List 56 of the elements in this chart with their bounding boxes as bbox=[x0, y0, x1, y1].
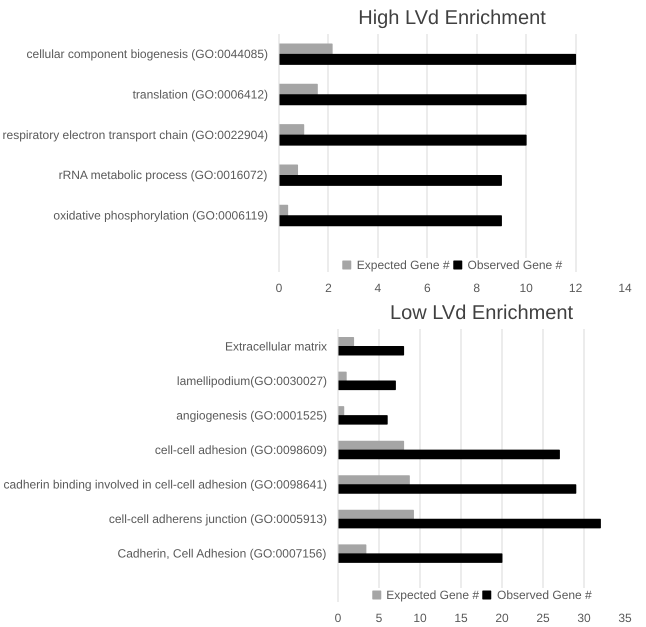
y-tick-label: cadherin binding involved in cell-cell adhesion (GO:0098641) bbox=[3, 478, 328, 492]
bar bbox=[338, 544, 366, 554]
y-tick-label: Extracellular matrix bbox=[224, 339, 328, 354]
x-tick-label: 0 bbox=[276, 281, 283, 295]
y-tick-label: cellular component biogenesis (GO:0044085) bbox=[26, 47, 268, 62]
bar bbox=[279, 215, 502, 226]
x-tick-label: 4 bbox=[374, 281, 382, 295]
bar bbox=[338, 510, 414, 520]
x-tick-label: 10 bbox=[519, 281, 534, 295]
bar bbox=[279, 174, 502, 186]
x-tick-label: 20 bbox=[495, 611, 509, 625]
y-tick-label: respiratory electron transport chain (GO:0022904) bbox=[2, 128, 268, 142]
bar bbox=[279, 84, 318, 95]
y-tick-label: oxidative phosphorylation (GO:0006119) bbox=[53, 208, 268, 223]
bar bbox=[338, 484, 576, 494]
chart-title: Low LVd Enrichment bbox=[390, 302, 574, 324]
bar bbox=[338, 440, 404, 450]
bar bbox=[279, 54, 576, 65]
bar bbox=[338, 553, 502, 563]
x-tick-label: 10 bbox=[413, 611, 427, 625]
x-tick-label: 8 bbox=[473, 281, 480, 295]
bar bbox=[279, 94, 527, 106]
x-tick-label: 15 bbox=[454, 611, 468, 625]
x-tick-label: 5 bbox=[376, 611, 383, 625]
legend-label: Expected Gene # bbox=[386, 588, 479, 602]
chart-title: High LVd Enrichment bbox=[358, 7, 546, 29]
legend-label: Expected Gene # bbox=[356, 258, 450, 272]
bar bbox=[338, 475, 410, 485]
y-tick-label: translation (GO:0006412) bbox=[132, 88, 268, 102]
bar bbox=[279, 43, 333, 54]
legend-label: Observed Gene # bbox=[497, 588, 592, 602]
x-tick-label: 12 bbox=[568, 281, 583, 295]
x-tick-label: 25 bbox=[536, 611, 550, 625]
bar bbox=[338, 346, 404, 356]
bar bbox=[279, 124, 304, 136]
x-tick-label: 14 bbox=[618, 281, 632, 295]
bar bbox=[279, 164, 298, 176]
y-tick-label: cell-cell adhesion (GO:0098609) bbox=[154, 442, 328, 457]
bar bbox=[279, 204, 288, 216]
x-tick-label: 30 bbox=[577, 611, 591, 625]
bar bbox=[338, 380, 396, 390]
x-tick-label: 0 bbox=[334, 611, 342, 625]
y-tick-label: angiogenesis (GO:0001525) bbox=[176, 408, 328, 422]
bar bbox=[338, 415, 388, 425]
y-tick-label: Cadherin, Cell Adhesion (GO:0007156) bbox=[118, 546, 326, 561]
bar bbox=[279, 134, 527, 146]
bar bbox=[338, 450, 560, 460]
y-tick-label: lamellipodium(GO:0030027) bbox=[176, 374, 328, 388]
y-tick-label: rRNA metabolic process (GO:0016072) bbox=[58, 168, 268, 182]
x-tick-label: 2 bbox=[325, 281, 332, 295]
x-tick-label: 35 bbox=[618, 611, 632, 625]
legend-label: Observed Gene # bbox=[468, 258, 562, 272]
x-tick-label: 6 bbox=[424, 281, 431, 295]
bar bbox=[338, 337, 354, 347]
y-tick-label: cell-cell adherens junction (GO:0005913) bbox=[108, 512, 328, 526]
bar bbox=[338, 518, 601, 528]
